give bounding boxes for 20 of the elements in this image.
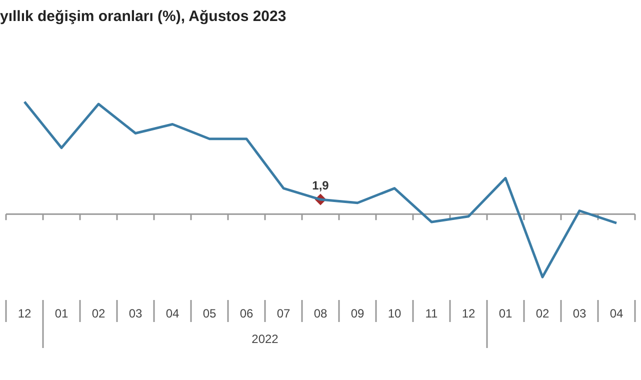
text: 2022 (252, 332, 279, 346)
x-tick-label: 03 (572, 306, 586, 321)
x-tick-label: 07 (276, 306, 290, 321)
x-tick-label: 02 (536, 306, 550, 321)
x-tick-label: 01 (498, 306, 512, 321)
x-tick-label: 10 (388, 306, 402, 321)
x-tick-label: 05 (202, 306, 216, 321)
x-tick-label: 09 (350, 306, 364, 321)
x-tick-label: 12 (462, 306, 476, 321)
x-tick-label: 11 (425, 306, 438, 321)
x-tick-label: 06 (240, 306, 254, 321)
x-tick-label: 04 (610, 306, 624, 321)
x-tick-label: 03 (128, 306, 142, 321)
x-tick-label: 08 (314, 306, 328, 321)
annotation: 1,9 (312, 178, 330, 193)
x-tick-label: 04 (166, 306, 180, 321)
x-tick-label: 01 (54, 306, 68, 321)
x-tick-label: 02 (92, 306, 106, 321)
x-tick-label: 12 (18, 306, 32, 321)
chart-title: yıllık değişim oranları (%), Ağustos 2023 (0, 8, 286, 25)
